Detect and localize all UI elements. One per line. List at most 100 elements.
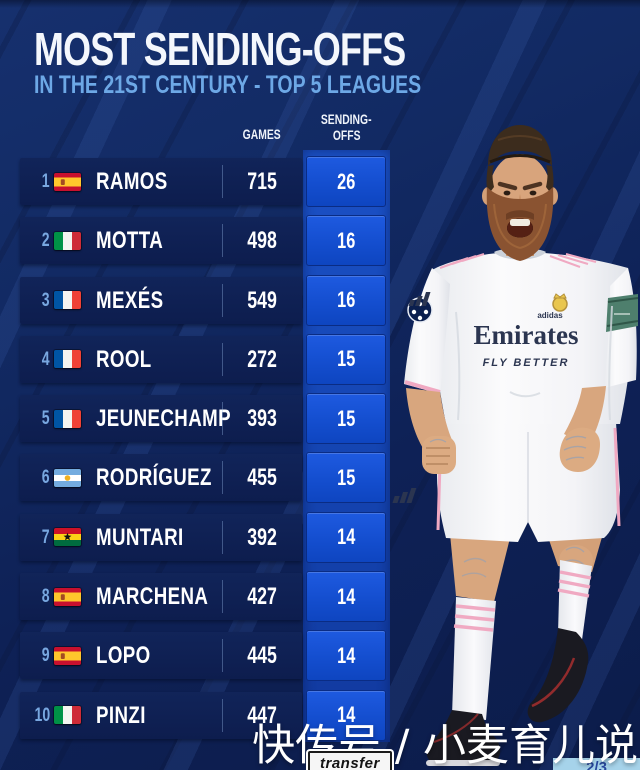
- player-photo: adidas: [392, 125, 639, 766]
- games-value: 455: [247, 464, 278, 492]
- svg-text:adidas: adidas: [537, 311, 563, 320]
- sendoffs-cell: 15: [306, 333, 386, 385]
- sendoffs-value: 26: [336, 168, 356, 194]
- sendoffs-value: 16: [336, 287, 356, 313]
- column-header-sendoffs: SENDING- OFFS: [321, 111, 372, 144]
- table-row: 5 JEUNECHAMP 393 15: [20, 393, 390, 445]
- sendoffs-cell: 16: [306, 274, 386, 326]
- club-crest-icon: [552, 293, 568, 312]
- row-panel: 6 RODRÍGUEZ 455: [20, 454, 302, 502]
- games-value: 393: [247, 405, 278, 433]
- sendoffs-value: 14: [336, 524, 356, 550]
- rank-label: 9: [42, 645, 50, 667]
- column-header-games: GAMES: [243, 126, 281, 142]
- sendoffs-cell: 16: [306, 215, 386, 267]
- player-name: MOTTA: [96, 227, 164, 255]
- page-title-text: MOST SENDING-OFFS: [34, 23, 406, 75]
- player-name: RAMOS: [96, 168, 168, 195]
- top-shade: [0, 0, 640, 8]
- row-panel: 10 PINZI 447: [20, 691, 302, 739]
- sendoffs-cell: 14: [306, 571, 386, 623]
- spain-flag: [54, 646, 81, 665]
- row-divider: [222, 165, 223, 198]
- sendoffs-value: 14: [336, 583, 356, 609]
- player-name: MEXÉS: [96, 286, 164, 314]
- spain-flag: [54, 172, 81, 191]
- table-row: 7 MUNTARI 392 14: [20, 511, 390, 563]
- table-row: 3 MEXÉS 549 16: [20, 274, 390, 326]
- sendoffs-cell: 14: [306, 689, 386, 741]
- row-panel: 2 MOTTA 498: [20, 217, 302, 265]
- games-value: 272: [247, 345, 278, 373]
- table-row: 4 ROOL 272 15: [20, 333, 390, 385]
- spain-flag: [54, 587, 81, 606]
- player-head: [482, 125, 558, 261]
- row-panel: 9 LOPO 445: [20, 632, 302, 680]
- france-flag: [54, 409, 81, 428]
- player-front-leg: [426, 534, 510, 766]
- row-panel: 1 RAMOS 715: [20, 158, 302, 205]
- sendoffs-cell: 26: [306, 156, 386, 207]
- player-name: RODRÍGUEZ: [96, 464, 212, 492]
- games-value: 715: [247, 168, 278, 195]
- rank-label: 7: [42, 526, 50, 548]
- row-divider: [222, 580, 223, 614]
- table-row: 6 RODRÍGUEZ 455 15: [20, 452, 390, 504]
- sendoffs-value: 14: [336, 702, 356, 728]
- italy-flag: [54, 706, 81, 725]
- page-indicator: 2/3: [553, 758, 640, 770]
- row-divider: [222, 639, 223, 673]
- page-title: MOST SENDING-OFFS: [34, 26, 510, 72]
- row-panel: 3 MEXÉS 549: [20, 276, 302, 324]
- rank-label: 2: [42, 230, 50, 252]
- table-row: 10 PINZI 447 14: [20, 689, 390, 741]
- italy-flag: [54, 231, 81, 250]
- rank-label: 8: [42, 586, 50, 608]
- rank-label: 10: [34, 704, 50, 726]
- player-name: MUNTARI: [96, 523, 184, 551]
- player-name: JEUNECHAMP: [96, 405, 231, 433]
- rank-label: 6: [42, 467, 50, 489]
- sendoffs-value: 15: [336, 405, 356, 431]
- row-divider: [222, 342, 223, 376]
- row-panel: 5 JEUNECHAMP 393: [20, 395, 302, 443]
- sendoffs-cell: 15: [306, 393, 386, 445]
- player-name: ROOL: [96, 345, 152, 373]
- table-row: 1 RAMOS 715 26: [20, 156, 390, 207]
- sendoffs-cell: 15: [306, 452, 386, 504]
- argentina-flag: [54, 468, 81, 487]
- rank-label: 1: [42, 171, 50, 192]
- page-subtitle-text: IN THE 21ST CENTURY - TOP 5 LEAGUES: [34, 71, 422, 99]
- rank-label: 4: [42, 348, 50, 370]
- sendoffs-value: 14: [336, 642, 356, 668]
- table-rows: 1 RAMOS 715 26 2 MOTTA 498 16 3: [20, 156, 390, 751]
- table-row: 2 MOTTA 498 16: [20, 215, 390, 267]
- games-value: 447: [247, 701, 278, 729]
- page-subtitle: IN THE 21ST CENTURY - TOP 5 LEAGUES: [34, 73, 530, 98]
- player-trailing-leg: [527, 530, 604, 723]
- player-name: PINZI: [96, 701, 146, 729]
- games-value: 498: [247, 227, 278, 255]
- rank-label: 3: [42, 289, 50, 311]
- row-divider: [222, 698, 223, 732]
- sponsor-line1: Emirates: [474, 320, 579, 350]
- player-jersey: adidas Emirates FLY BETTER: [404, 248, 639, 474]
- player-name: LOPO: [96, 642, 151, 670]
- sendoffs-value: 15: [336, 464, 356, 490]
- adidas-logo-icon: adidas: [408, 292, 563, 320]
- row-divider: [222, 283, 223, 317]
- games-value: 427: [247, 583, 278, 611]
- sponsor-line2: FLY BETTER: [483, 357, 570, 369]
- sendoffs-cell: 14: [306, 630, 386, 682]
- rank-label: 5: [42, 408, 50, 430]
- row-panel: 4 ROOL 272: [20, 335, 302, 383]
- player-name: MARCHENA: [96, 583, 209, 611]
- sendoffs-value: 15: [336, 346, 356, 372]
- ghana-flag: [54, 528, 81, 547]
- france-flag: [54, 291, 81, 310]
- row-divider: [222, 402, 223, 436]
- row-divider: [222, 461, 223, 495]
- games-value: 445: [247, 642, 278, 670]
- table-row: 8 MARCHENA 427 14: [20, 571, 390, 623]
